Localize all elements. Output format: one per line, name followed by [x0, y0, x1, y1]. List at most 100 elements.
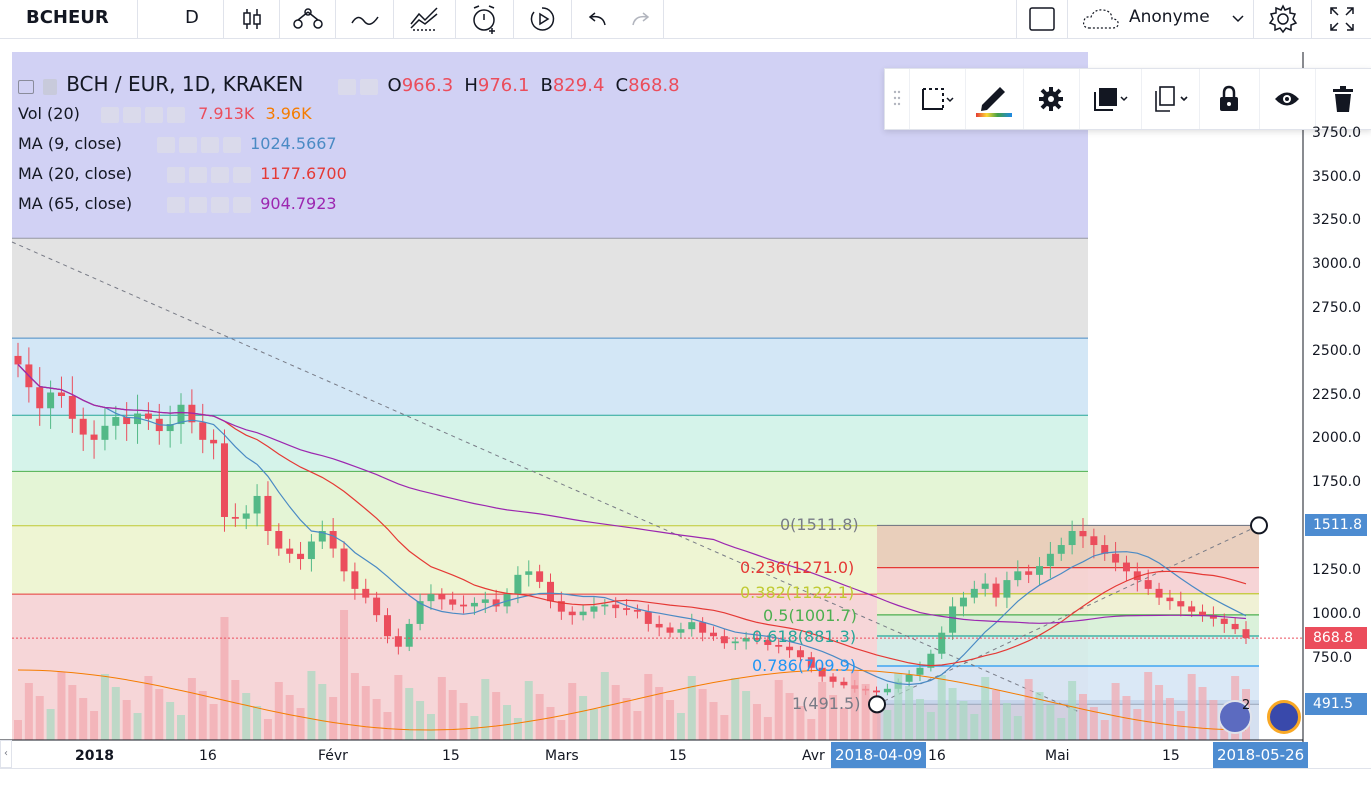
candle-body [57, 392, 65, 396]
economic-event-icon[interactable] [1267, 700, 1301, 734]
line-style-button[interactable] [909, 69, 966, 129]
layout-button[interactable] [1016, 0, 1068, 38]
close-icon[interactable] [233, 166, 252, 183]
gear-icon[interactable] [178, 136, 197, 153]
legend-ma20[interactable]: MA (20, close) 1177.6700 [18, 164, 347, 183]
candle-body [786, 646, 794, 651]
legend-vol[interactable]: Vol (20) 7.913K 3.96K [18, 104, 312, 123]
indicators-button[interactable] [336, 0, 394, 38]
low-label: B [540, 75, 553, 96]
volume-bar [720, 715, 729, 740]
compare-button[interactable] [280, 0, 336, 38]
gear-icon[interactable] [360, 78, 379, 95]
volume-bar [796, 706, 805, 740]
volume-bar [655, 687, 664, 740]
candle-body [460, 604, 468, 607]
close-icon[interactable] [222, 136, 241, 153]
candle-body [1057, 545, 1065, 554]
gear-icon[interactable] [189, 166, 208, 183]
candle-body [688, 622, 696, 630]
clone-button[interactable] [1141, 69, 1200, 129]
fullscreen-button[interactable] [1312, 0, 1371, 38]
visual-order-button[interactable] [1079, 69, 1142, 129]
plus-icon[interactable] [144, 106, 163, 123]
fib-label-0236: 0.236(1271.0) [740, 558, 855, 577]
gear-icon[interactable] [122, 106, 141, 123]
candle-body [829, 676, 837, 682]
fib-label-0786: 0.786(709.9) [752, 656, 857, 675]
volume-bar [481, 679, 490, 740]
gear-icon[interactable] [189, 196, 208, 213]
lock-button[interactable] [1199, 69, 1260, 129]
candle-body [1155, 588, 1163, 598]
eye-icon[interactable] [156, 136, 175, 153]
candle-body [753, 637, 761, 640]
replay-button[interactable] [514, 0, 572, 38]
x-tick: Avr [802, 748, 825, 764]
candle-body [470, 602, 478, 607]
volume-bar [742, 691, 751, 740]
volume-bar [1024, 679, 1033, 740]
candle-body [981, 583, 989, 589]
x-tick: Mars [545, 748, 579, 764]
candle-body [536, 571, 544, 582]
drag-handle[interactable] [885, 69, 910, 129]
volume-bar [285, 695, 294, 740]
close-icon[interactable] [233, 196, 252, 213]
candle-body [579, 611, 587, 616]
candle-body [655, 623, 663, 628]
interval-button[interactable]: D [138, 0, 224, 38]
volume-bar [1089, 707, 1098, 740]
x-tick: 15 [442, 748, 460, 764]
volume-bar [177, 715, 186, 740]
legend-ma9[interactable]: MA (9, close) 1024.5667 [18, 134, 337, 153]
delete-button[interactable] [1315, 69, 1371, 129]
redo-button[interactable] [620, 0, 664, 38]
volume-bar [14, 720, 22, 740]
y-tick: 3750.0 [1312, 125, 1361, 141]
volume-bar [883, 710, 892, 740]
eye-icon[interactable] [167, 166, 186, 183]
account-menu[interactable]: Anonyme [1068, 0, 1254, 38]
candle-body [123, 417, 131, 425]
flag-icon[interactable] [43, 78, 58, 95]
symbol-search[interactable]: BCHEUR [0, 0, 138, 38]
price-chart[interactable] [0, 38, 1371, 768]
candle-body [438, 594, 446, 600]
color-button[interactable] [965, 69, 1024, 129]
volume-bar [220, 617, 229, 740]
volume-bar [1013, 716, 1022, 740]
scroll-left-button[interactable]: ‹ [0, 740, 12, 768]
alert-button[interactable] [456, 0, 514, 38]
candle-body [199, 422, 207, 440]
volume-ma-line [17, 669, 1247, 731]
high-label: H [464, 75, 478, 96]
volume-bar [785, 693, 794, 740]
events-badge-icon[interactable] [1218, 700, 1252, 734]
legend-ma65[interactable]: MA (65, close) 904.7923 [18, 194, 337, 213]
collapse-icon[interactable] [18, 79, 34, 94]
plus-icon[interactable] [200, 136, 219, 153]
volume-bar [307, 671, 316, 740]
legend-main[interactable]: BCH / EUR, 1D, KRAKEN O966.3 H976.1 B829… [18, 72, 680, 96]
chart-type-button[interactable] [224, 0, 280, 38]
visibility-button[interactable] [1259, 69, 1316, 129]
ma9-line [17, 363, 1247, 686]
close-icon[interactable] [166, 106, 185, 123]
candle-body [144, 413, 152, 419]
candle-body [764, 639, 772, 645]
settings-button[interactable] [1023, 69, 1080, 129]
plus-icon[interactable] [211, 196, 230, 213]
eye-icon[interactable] [100, 106, 119, 123]
undo-button[interactable] [572, 0, 620, 38]
eye-icon[interactable] [338, 78, 357, 95]
templates-button[interactable] [394, 0, 456, 38]
x-tick: 15 [669, 748, 687, 764]
volume-bar [872, 697, 881, 740]
settings-button[interactable] [1254, 0, 1312, 38]
candle-body [1122, 562, 1130, 572]
ma9-value: 1024.5667 [250, 134, 337, 153]
plus-icon[interactable] [211, 166, 230, 183]
eye-icon[interactable] [167, 196, 186, 213]
last-price-label: 868.8 [1305, 627, 1367, 649]
